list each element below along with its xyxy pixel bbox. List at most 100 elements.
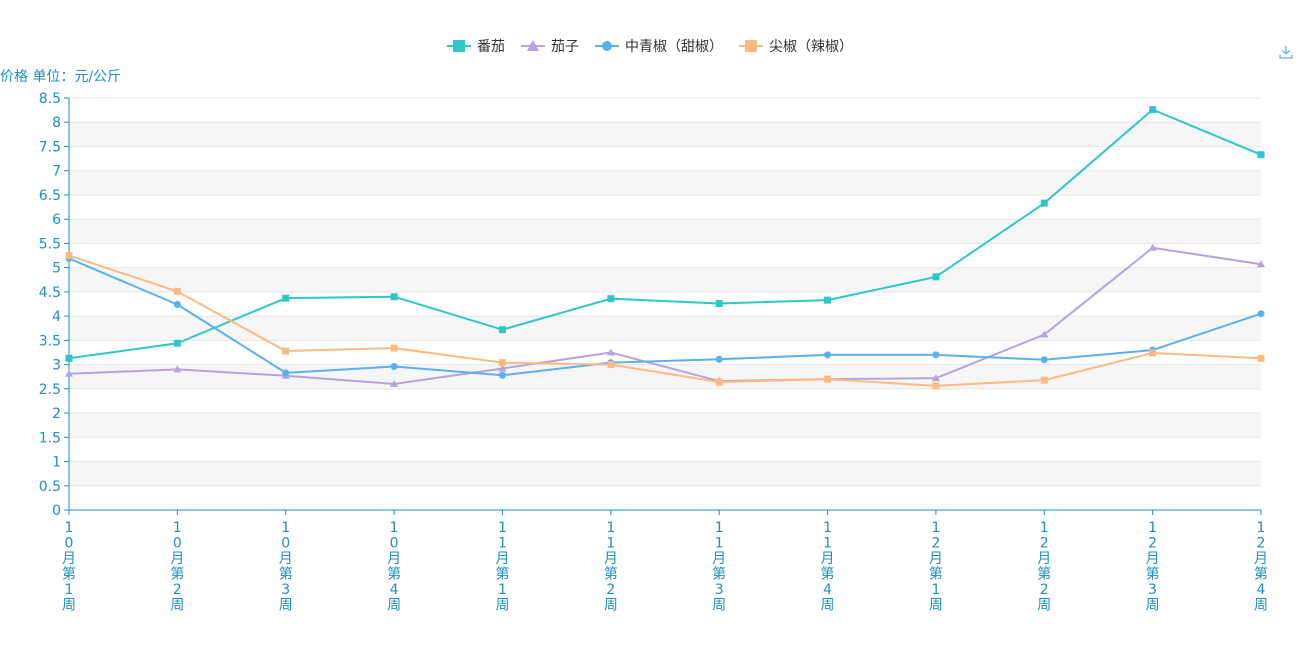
legend-label: 中青椒（甜椒）: [625, 39, 723, 55]
grid-band: [69, 243, 1261, 268]
y-tick-label: 2: [52, 406, 61, 422]
series-line-3: [68, 254, 1262, 387]
y-tick-label: 4: [52, 309, 61, 325]
x-tick-label: 1 1 月第 4 周: [821, 520, 835, 614]
data-point: [173, 339, 181, 347]
y-tick-label: 4.5: [39, 285, 61, 301]
data-point: [65, 354, 73, 362]
grid-band: [69, 364, 1261, 389]
grid-band: [69, 219, 1261, 244]
data-point: [173, 300, 181, 308]
data-point: [1257, 354, 1265, 362]
download-icon[interactable]: [1278, 44, 1294, 64]
data-point: [715, 378, 723, 386]
grid-band: [69, 437, 1261, 462]
data-point: [932, 351, 940, 359]
y-tick-label: 7: [52, 164, 61, 180]
data-point: [715, 355, 723, 363]
series-line-1: [68, 246, 1262, 385]
data-point: [715, 300, 723, 308]
data-point: [390, 293, 398, 301]
legend-item[interactable]: 中青椒（甜椒）: [595, 36, 723, 56]
data-point: [282, 294, 290, 302]
data-point: [1257, 260, 1265, 268]
data-point: [824, 375, 832, 383]
circle-marker-icon: [595, 39, 619, 53]
grid-band: [69, 388, 1261, 414]
x-tick-label: 1 2 月第 1 周: [929, 520, 943, 614]
grid-band: [69, 194, 1261, 220]
grid-band: [69, 98, 1261, 123]
grid-band: [69, 316, 1261, 341]
data-point: [931, 374, 940, 382]
y-tick-label: 8: [52, 115, 61, 131]
legend-label: 番茄: [477, 39, 505, 55]
triangle-marker-icon: [521, 39, 545, 53]
x-tick-label: 1 2 月第 4 周: [1254, 520, 1268, 614]
y-tick-label: 3: [52, 358, 61, 374]
series-line-2: [68, 257, 1262, 377]
x-tick-label: 1 0 月第 2 周: [170, 520, 184, 614]
legend-label: 茄子: [551, 39, 579, 55]
grid-band: [69, 170, 1261, 195]
x-tick-label: 1 1 月第 3 周: [712, 520, 726, 614]
y-tick-label: 8.5: [39, 91, 61, 107]
grid-band: [69, 461, 1261, 486]
y-tick-label: 5: [52, 261, 61, 277]
data-point: [1040, 199, 1048, 207]
data-point: [65, 252, 73, 260]
y-axis-label: 价格 单位：元/公斤: [0, 69, 122, 85]
legend-item[interactable]: 尖椒（辣椒）: [739, 36, 853, 56]
x-tick-label: 1 0 月第 3 周: [279, 520, 293, 614]
data-point: [824, 351, 832, 359]
y-tick-label: 7.5: [39, 139, 61, 155]
data-point: [1040, 356, 1048, 364]
data-point: [498, 371, 506, 379]
y-tick-label: 0: [52, 503, 61, 519]
data-point: [390, 344, 398, 352]
x-tick-label: 1 1 月第 2 周: [604, 520, 618, 614]
data-point: [607, 295, 615, 303]
y-tick-label: 5.5: [39, 236, 61, 252]
grid-band: [69, 291, 1261, 317]
data-point: [498, 359, 506, 367]
data-point: [282, 347, 290, 355]
x-tick-label: 1 2 月第 2 周: [1037, 520, 1051, 614]
legend: 番茄 茄子 中青椒（甜椒） 尖椒（辣椒）: [0, 36, 1300, 56]
x-tick-label: 1 0 月第 1 周: [62, 520, 76, 614]
x-tick-label: 1 0 月第 4 周: [387, 520, 401, 614]
data-point: [1040, 376, 1048, 384]
square-marker-icon: [447, 39, 471, 53]
legend-item[interactable]: 茄子: [521, 36, 579, 56]
square-marker-icon: [739, 39, 763, 53]
grid-band: [69, 267, 1261, 292]
data-point: [173, 365, 182, 373]
grid-band: [69, 146, 1261, 171]
grid-band: [69, 485, 1261, 510]
y-tick-label: 2.5: [39, 382, 61, 398]
data-point: [498, 326, 506, 334]
series-line-0: [68, 108, 1262, 360]
data-point: [173, 287, 181, 295]
data-point: [1040, 330, 1049, 338]
x-tick-label: 1 2 月第 3 周: [1146, 520, 1160, 614]
data-point: [1149, 349, 1157, 357]
data-point: [1148, 243, 1157, 251]
y-tick-label: 0.5: [39, 479, 61, 495]
data-point: [1257, 151, 1265, 159]
grid-band: [69, 122, 1261, 147]
data-point: [498, 364, 507, 372]
y-tick-label: 1.5: [39, 430, 61, 446]
legend-label: 尖椒（辣椒）: [769, 39, 853, 55]
data-point: [1257, 310, 1265, 318]
grid-band: [69, 413, 1261, 438]
data-point: [824, 296, 832, 304]
y-tick-label: 1: [52, 455, 61, 471]
data-point: [390, 379, 399, 387]
legend-item[interactable]: 番茄: [447, 36, 505, 56]
data-point: [1149, 106, 1157, 114]
data-point: [390, 363, 398, 371]
y-tick-label: 3.5: [39, 333, 61, 349]
y-tick-label: 6.5: [39, 188, 61, 204]
